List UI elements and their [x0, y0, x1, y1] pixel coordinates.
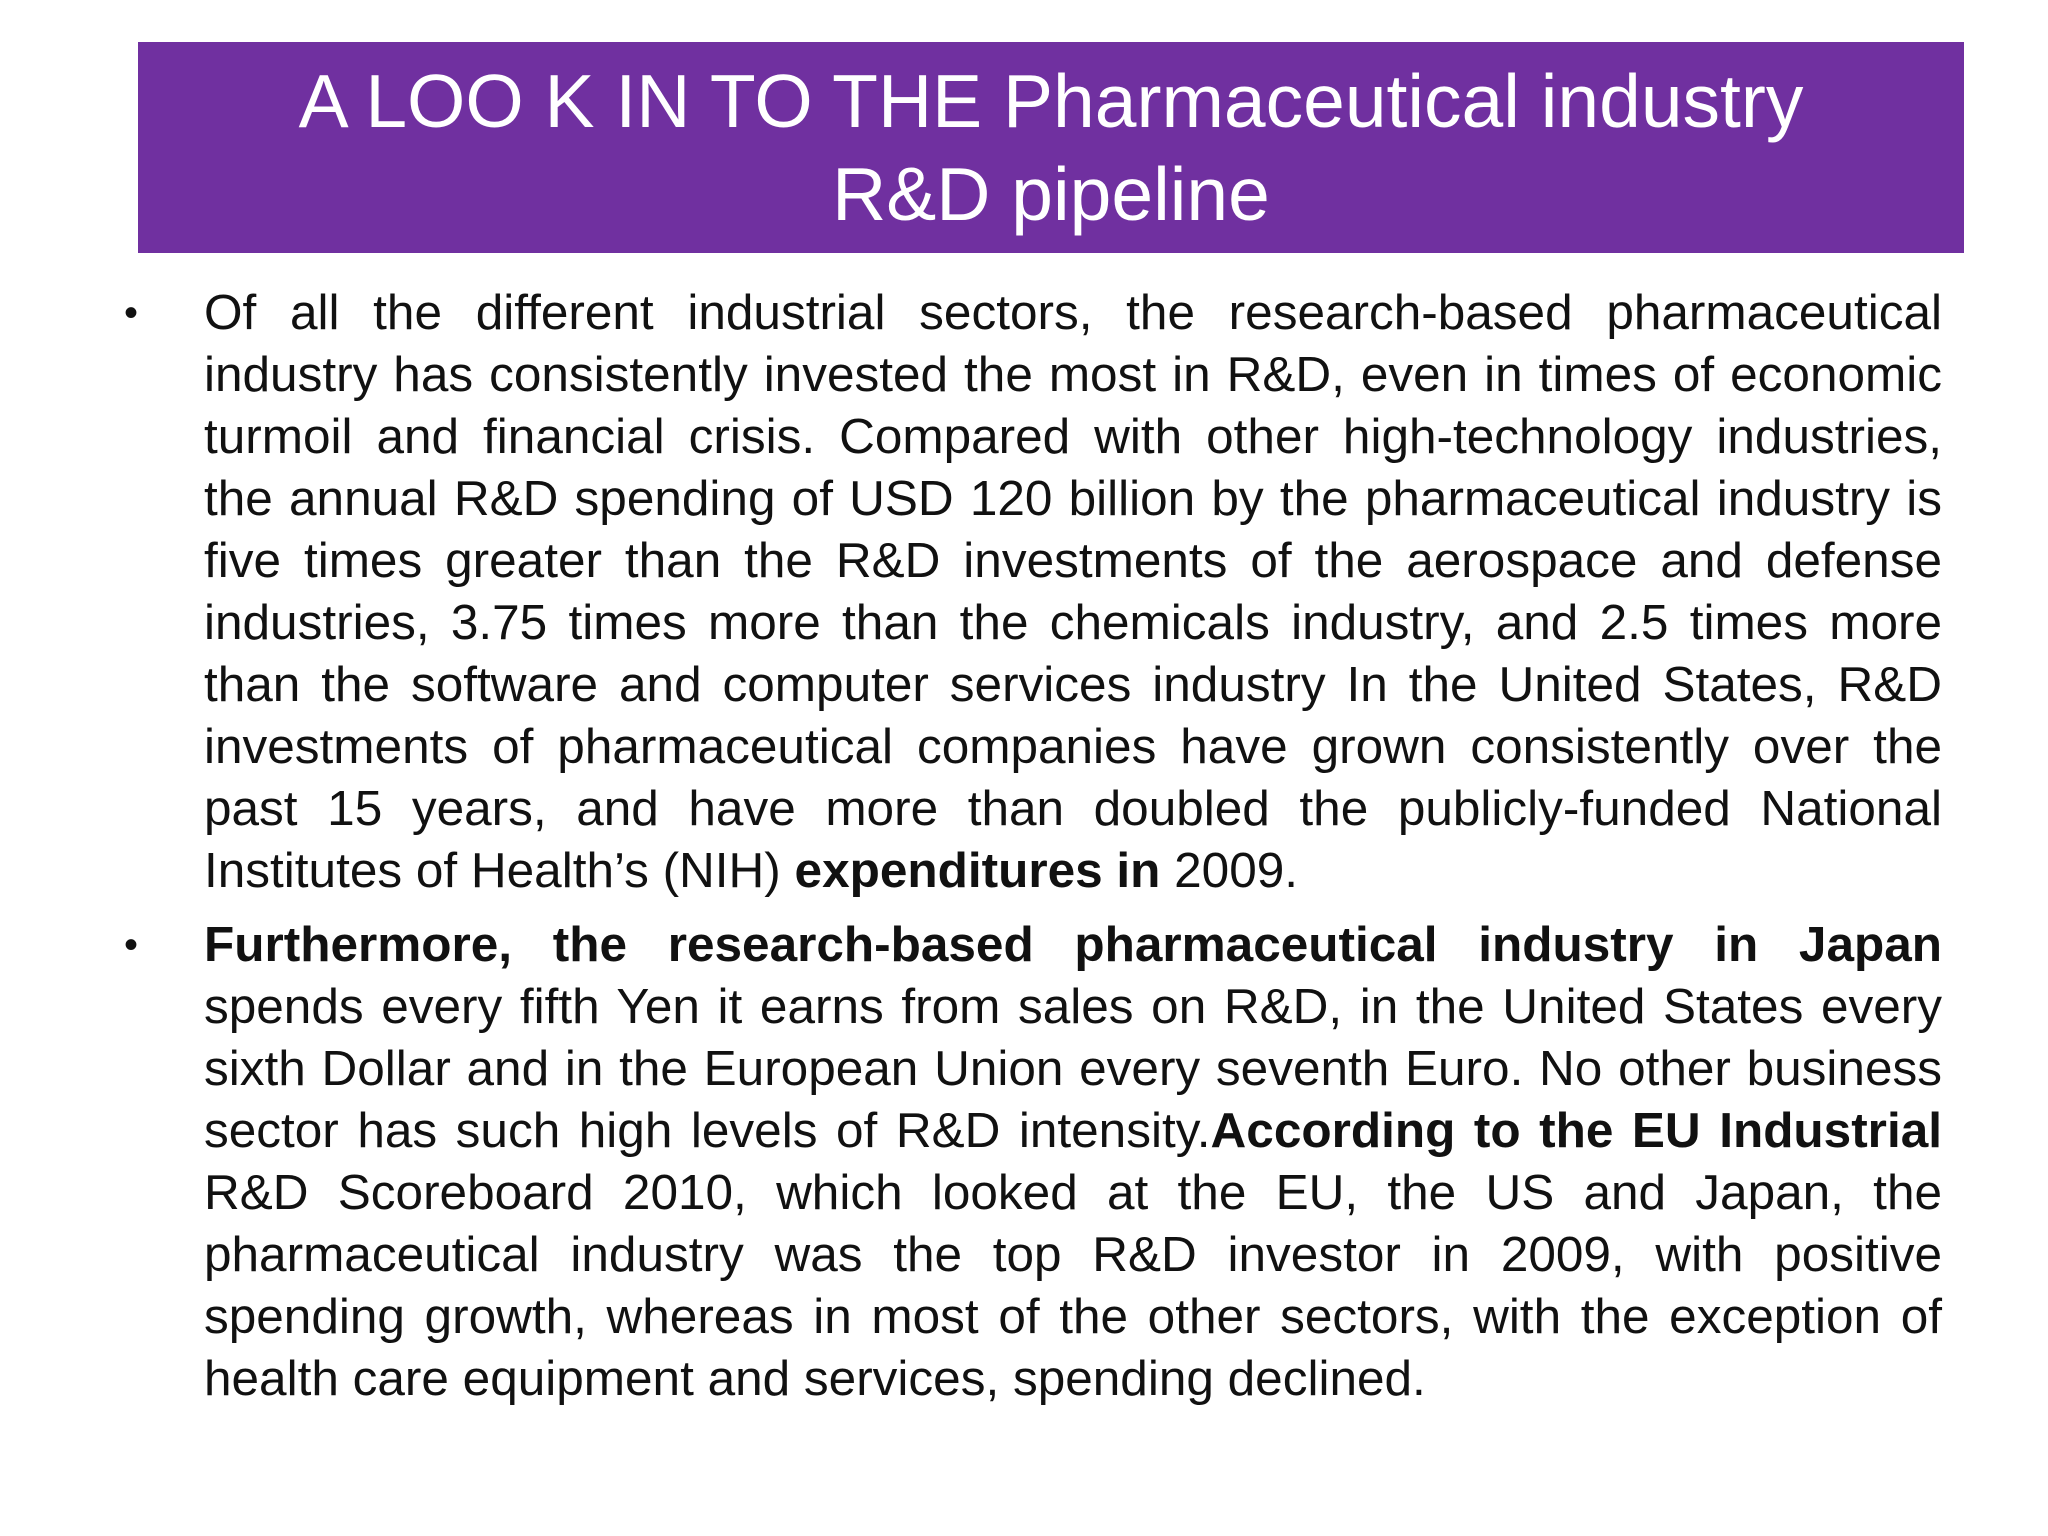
- bullet-2-text: Furthermore, the research-based pharmace…: [204, 917, 1942, 1406]
- bullet-list: • Of all the different industrial sector…: [120, 282, 1942, 1422]
- bullet-2-segment-3: According to the EU Industrial: [1210, 1103, 1942, 1158]
- title-line-1: A LOO K IN TO THE Pharmaceutical industr…: [298, 58, 1804, 143]
- bullet-2-segment-4: R&D Scoreboard 2010, which looked at the…: [204, 1165, 1942, 1406]
- bullet-item-2: • Furthermore, the research-based pharma…: [120, 914, 1942, 1410]
- title-banner: A LOO K IN TO THE Pharmaceutical industr…: [138, 42, 1964, 253]
- bullet-1-segment-3: 2009.: [1160, 843, 1299, 898]
- bullet-marker: •: [124, 923, 139, 967]
- title-line-2: R&D pipeline: [832, 151, 1270, 236]
- bullet-2-segment-1: Furthermore, the research-based pharmace…: [204, 917, 1942, 972]
- bullet-marker: •: [124, 291, 139, 335]
- bullet-1-text: Of all the different industrial sectors,…: [204, 285, 1942, 898]
- bullet-2-segment-2: spends every fifth Yen it earns from sal…: [204, 979, 1942, 1158]
- bullet-1-segment-2: expenditures in: [794, 843, 1161, 898]
- bullet-item-1: • Of all the different industrial sector…: [120, 282, 1942, 902]
- bullet-1-segment-1: Of all the different industrial sectors,…: [204, 285, 1942, 898]
